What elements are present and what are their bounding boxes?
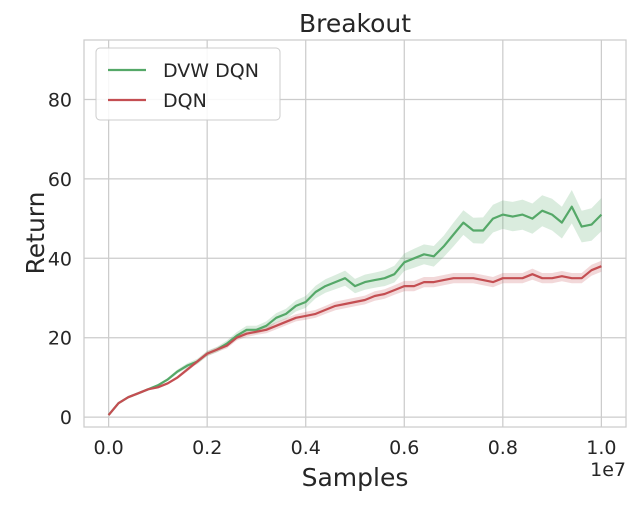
legend-box [95, 47, 281, 121]
legend: DVW DQN DQN [95, 47, 281, 121]
dqn-confidence-band [108, 260, 602, 416]
y-tick-label: 20 [48, 328, 72, 350]
y-tick-label: 60 [48, 169, 72, 191]
x-tick-label: 0.8 [488, 437, 518, 459]
x-tick-label: 1.0 [586, 437, 616, 459]
chart-title: Breakout [299, 9, 411, 38]
y-tick-label: 0 [60, 407, 72, 429]
tick-labels: 0.0 0.2 0.4 0.6 0.8 1.0 0 20 40 60 80 [48, 90, 617, 459]
series-lines [107, 205, 603, 416]
legend-label-dqn: DQN [163, 90, 207, 112]
x-tick-label: 0.0 [94, 437, 124, 459]
x-tick-label: 0.6 [389, 437, 419, 459]
legend-label-dvw-dqn: DVW DQN [163, 60, 259, 82]
x-tick-label: 0.2 [192, 437, 222, 459]
x-axis-offset-label: 1e7 [590, 459, 626, 481]
confidence-bands [108, 190, 602, 416]
x-axis-title: Samples [302, 463, 409, 492]
dvw-dqn-line [107, 205, 603, 416]
y-axis-title: Return [21, 192, 50, 275]
y-tick-label: 40 [48, 248, 72, 270]
dvw-dqn-confidence-band [108, 190, 602, 416]
x-tick-label: 0.4 [291, 437, 321, 459]
y-tick-label: 80 [48, 90, 72, 112]
dqn-line [107, 265, 602, 416]
